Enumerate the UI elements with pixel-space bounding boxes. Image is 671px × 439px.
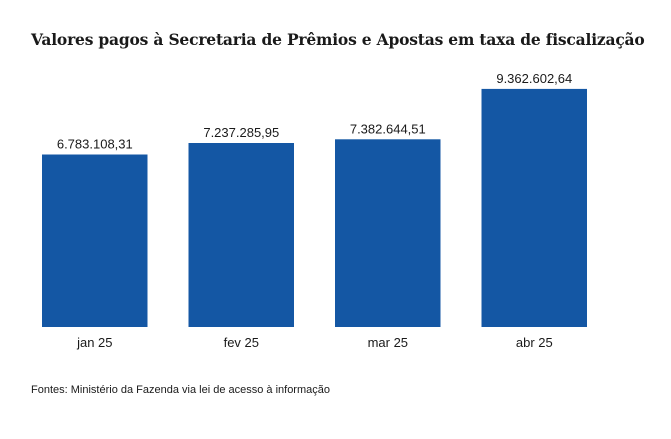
chart-title: Valores pagos à Secretaria de Prêmios e … (31, 30, 645, 49)
bar-fev-25 (188, 143, 294, 327)
bar-value-label: 7.237.285,95 (203, 125, 279, 140)
bar-value-label: 7.382.644,51 (350, 121, 426, 136)
bar-abr-25 (481, 88, 587, 328)
x-tick-label: jan 25 (76, 335, 112, 350)
bar-value-label: 6.783.108,31 (57, 137, 133, 152)
bar-mar-25 (335, 139, 441, 327)
x-tick-label: fev 25 (224, 335, 259, 350)
bar-value-label: 9.362.602,64 (496, 71, 572, 86)
x-tick-label: abr 25 (516, 335, 553, 350)
bar-jan-25 (42, 154, 148, 327)
source-note: Fontes: Ministério da Fazenda via lei de… (31, 384, 330, 396)
x-tick-label: mar 25 (368, 335, 408, 350)
